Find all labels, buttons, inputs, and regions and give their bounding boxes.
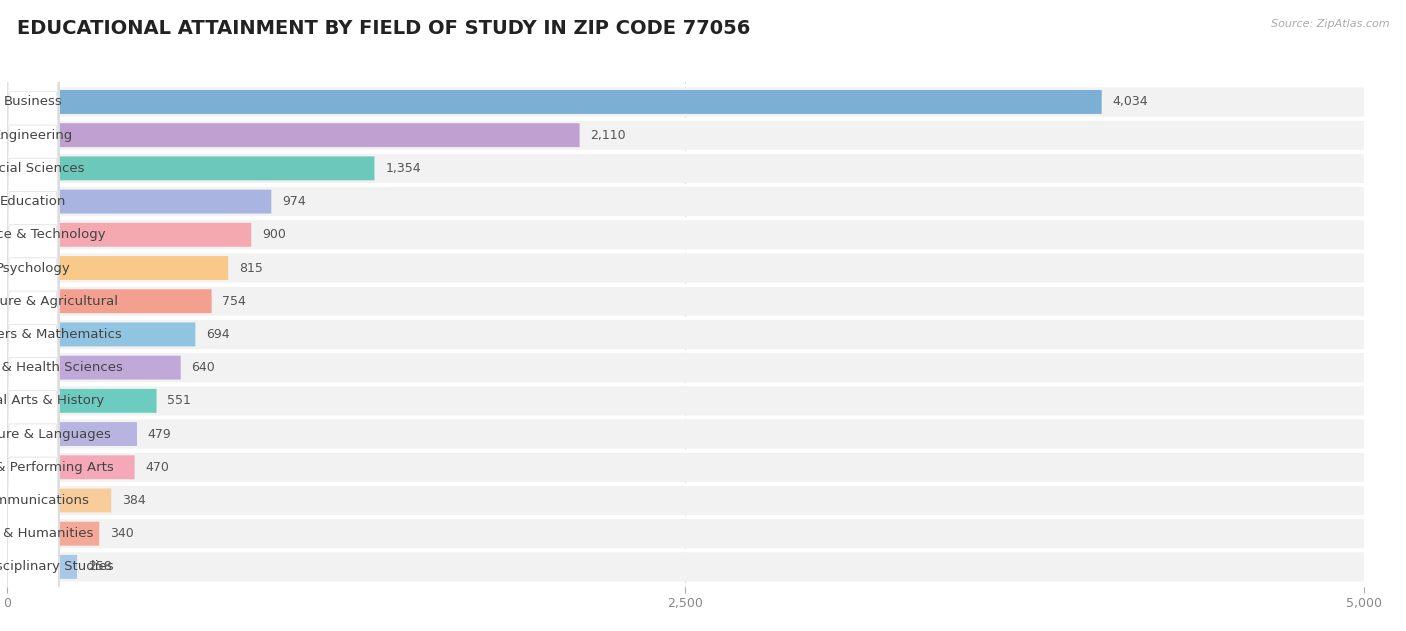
FancyBboxPatch shape xyxy=(7,452,1364,482)
FancyBboxPatch shape xyxy=(7,519,1364,548)
FancyBboxPatch shape xyxy=(6,112,59,631)
FancyBboxPatch shape xyxy=(7,386,1364,415)
Text: 4,034: 4,034 xyxy=(1112,95,1149,109)
Text: 479: 479 xyxy=(148,428,172,440)
FancyBboxPatch shape xyxy=(7,254,1364,283)
FancyBboxPatch shape xyxy=(6,245,59,631)
Text: Psychology: Psychology xyxy=(0,261,70,274)
FancyBboxPatch shape xyxy=(7,87,1364,117)
FancyBboxPatch shape xyxy=(7,552,1364,582)
FancyBboxPatch shape xyxy=(7,320,1364,349)
FancyBboxPatch shape xyxy=(6,45,59,623)
FancyBboxPatch shape xyxy=(6,13,59,590)
FancyBboxPatch shape xyxy=(6,0,59,391)
FancyBboxPatch shape xyxy=(7,389,156,413)
FancyBboxPatch shape xyxy=(7,256,228,280)
FancyBboxPatch shape xyxy=(6,0,59,490)
FancyBboxPatch shape xyxy=(7,420,1364,449)
FancyBboxPatch shape xyxy=(7,190,271,213)
Text: 384: 384 xyxy=(122,494,146,507)
Text: Communications: Communications xyxy=(0,494,89,507)
FancyBboxPatch shape xyxy=(7,322,195,346)
Text: 470: 470 xyxy=(145,461,169,474)
FancyBboxPatch shape xyxy=(7,353,1364,382)
FancyBboxPatch shape xyxy=(6,0,59,457)
FancyBboxPatch shape xyxy=(6,179,59,631)
Text: 551: 551 xyxy=(167,394,191,408)
FancyBboxPatch shape xyxy=(7,488,111,512)
FancyBboxPatch shape xyxy=(6,145,59,631)
FancyBboxPatch shape xyxy=(6,79,59,631)
Text: 258: 258 xyxy=(89,560,111,574)
FancyBboxPatch shape xyxy=(7,90,1102,114)
Text: Literature & Languages: Literature & Languages xyxy=(0,428,111,440)
FancyBboxPatch shape xyxy=(7,456,135,479)
Text: Liberal Arts & History: Liberal Arts & History xyxy=(0,394,104,408)
FancyBboxPatch shape xyxy=(7,555,77,579)
FancyBboxPatch shape xyxy=(7,220,1364,249)
Text: 900: 900 xyxy=(262,228,285,241)
FancyBboxPatch shape xyxy=(7,289,212,313)
Text: Bio, Nature & Agricultural: Bio, Nature & Agricultural xyxy=(0,295,118,308)
Text: Science & Technology: Science & Technology xyxy=(0,228,105,241)
Text: Multidisciplinary Studies: Multidisciplinary Studies xyxy=(0,560,114,574)
FancyBboxPatch shape xyxy=(6,212,59,631)
Text: 974: 974 xyxy=(283,195,307,208)
Text: 1,354: 1,354 xyxy=(385,162,420,175)
FancyBboxPatch shape xyxy=(7,156,374,180)
Text: Engineering: Engineering xyxy=(0,129,73,142)
FancyBboxPatch shape xyxy=(7,121,1364,150)
FancyBboxPatch shape xyxy=(7,123,579,147)
Text: 640: 640 xyxy=(191,361,215,374)
Text: 754: 754 xyxy=(222,295,246,308)
Text: Visual & Performing Arts: Visual & Performing Arts xyxy=(0,461,114,474)
FancyBboxPatch shape xyxy=(7,154,1364,183)
FancyBboxPatch shape xyxy=(7,422,136,446)
FancyBboxPatch shape xyxy=(6,0,59,557)
Text: Arts & Humanities: Arts & Humanities xyxy=(0,527,93,540)
Text: 815: 815 xyxy=(239,261,263,274)
FancyBboxPatch shape xyxy=(7,223,252,247)
FancyBboxPatch shape xyxy=(6,0,59,424)
FancyBboxPatch shape xyxy=(7,356,181,380)
FancyBboxPatch shape xyxy=(6,0,59,524)
FancyBboxPatch shape xyxy=(7,522,100,546)
Text: 2,110: 2,110 xyxy=(591,129,626,142)
Text: 694: 694 xyxy=(207,328,229,341)
FancyBboxPatch shape xyxy=(7,187,1364,216)
Text: Social Sciences: Social Sciences xyxy=(0,162,84,175)
Text: Source: ZipAtlas.com: Source: ZipAtlas.com xyxy=(1271,19,1389,29)
FancyBboxPatch shape xyxy=(6,278,59,631)
FancyBboxPatch shape xyxy=(7,486,1364,515)
Text: EDUCATIONAL ATTAINMENT BY FIELD OF STUDY IN ZIP CODE 77056: EDUCATIONAL ATTAINMENT BY FIELD OF STUDY… xyxy=(17,19,751,38)
Text: Education: Education xyxy=(0,195,66,208)
Text: 340: 340 xyxy=(110,527,134,540)
FancyBboxPatch shape xyxy=(7,286,1364,316)
Text: Business: Business xyxy=(3,95,62,109)
Text: Computers & Mathematics: Computers & Mathematics xyxy=(0,328,122,341)
Text: Physical & Health Sciences: Physical & Health Sciences xyxy=(0,361,122,374)
